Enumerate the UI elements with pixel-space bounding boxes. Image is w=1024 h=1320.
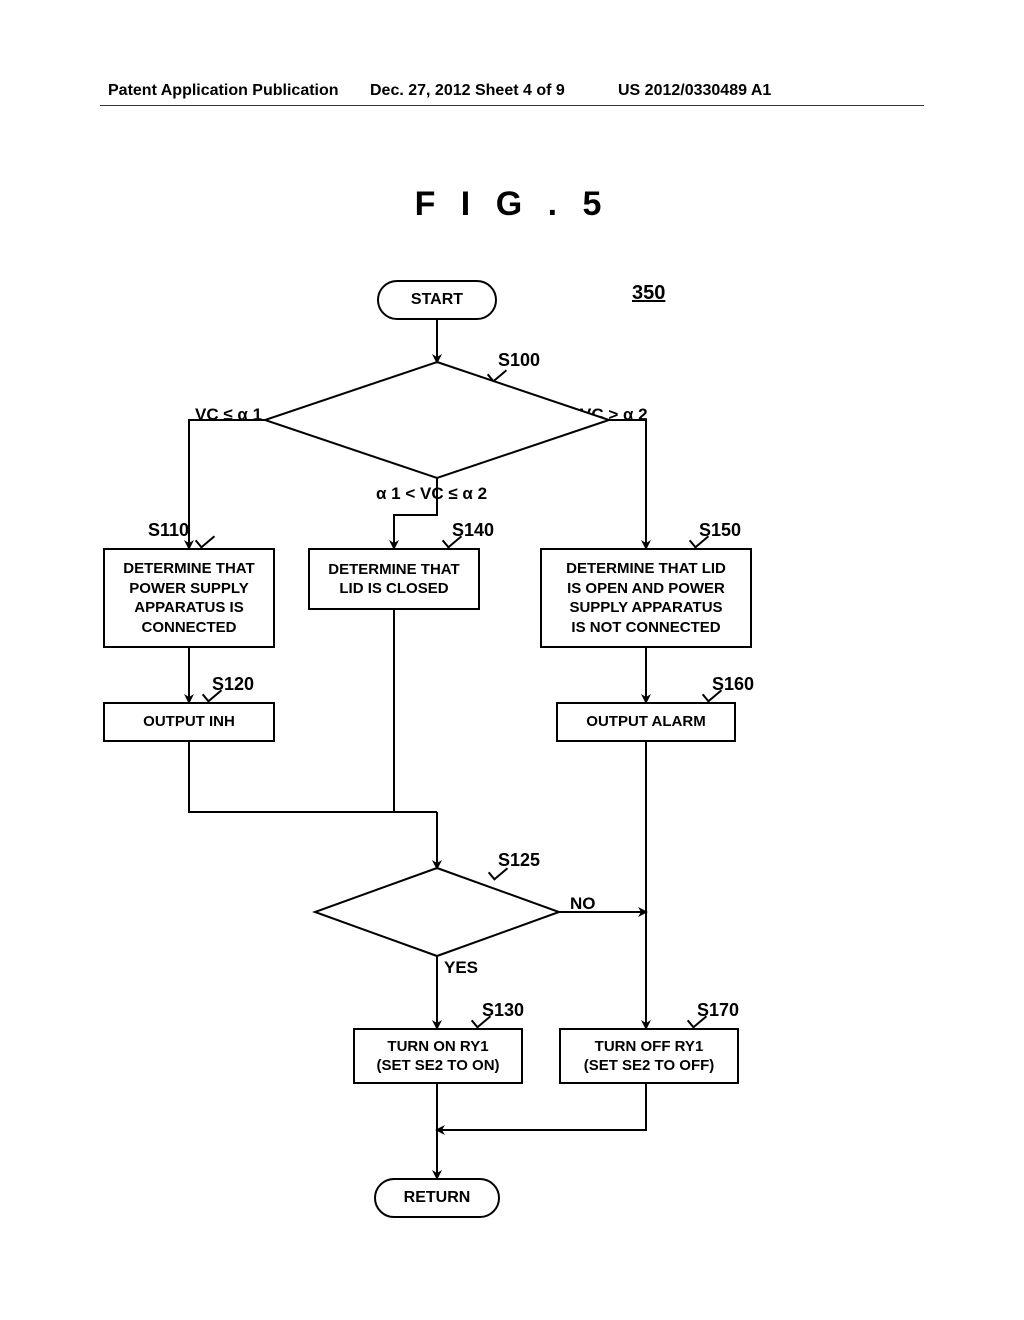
s120-box: OUTPUT INH xyxy=(103,702,275,742)
tick-s110 xyxy=(195,529,215,548)
s150-inner: DETERMINE THAT LID IS OPEN AND POWER SUP… xyxy=(566,559,726,637)
s110-inner: DETERMINE THAT POWER SUPPLY APPARATUS IS… xyxy=(123,559,254,637)
start-terminator: START xyxy=(377,280,497,320)
pub-center: Dec. 27, 2012 Sheet 4 of 9 xyxy=(370,82,565,100)
s160-box: OUTPUT ALARM xyxy=(556,702,736,742)
return-label: RETURN xyxy=(404,1189,471,1207)
figure-title: F I G . 5 xyxy=(0,185,1024,224)
label-yes: YES xyxy=(444,958,478,978)
s125-inner: START CHARGING? xyxy=(392,895,483,932)
s100-text: PERFORM DETERMINATION BASED ON VC xyxy=(303,388,571,447)
s160-inner: OUTPUT ALARM xyxy=(586,712,705,732)
s170-box: TURN OFF RY1 (SET SE2 TO OFF) xyxy=(559,1028,739,1084)
s130-inner: TURN ON RY1 (SET SE2 TO ON) xyxy=(376,1037,499,1076)
s140-inner: DETERMINE THAT LID IS CLOSED xyxy=(328,560,459,599)
s150-box: DETERMINE THAT LID IS OPEN AND POWER SUP… xyxy=(540,548,752,648)
label-no: NO xyxy=(570,894,596,914)
s140-box: DETERMINE THAT LID IS CLOSED xyxy=(308,548,480,610)
s120-inner: OUTPUT INH xyxy=(143,712,235,732)
start-label: START xyxy=(411,291,463,309)
label-s110: S110 xyxy=(148,520,189,541)
s130-box: TURN ON RY1 (SET SE2 TO ON) xyxy=(353,1028,523,1084)
header-rule xyxy=(100,105,924,106)
pub-right: US 2012/0330489 A1 xyxy=(618,82,771,100)
s100-inner: PERFORM DETERMINATION BASED ON VC xyxy=(347,389,528,445)
s110-box: DETERMINE THAT POWER SUPPLY APPARATUS IS… xyxy=(103,548,275,648)
s125-text: START CHARGING? xyxy=(352,894,522,933)
label-vc-le-a1: VC ≤ α 1 xyxy=(195,405,262,425)
label-a1-vc-a2: α 1 < VC ≤ α 2 xyxy=(376,484,487,504)
label-vc-gt-a2: VC > α 2 xyxy=(580,405,648,425)
s170-inner: TURN OFF RY1 (SET SE2 TO OFF) xyxy=(584,1037,715,1076)
pub-left: Patent Application Publication xyxy=(108,82,339,100)
figure-ref: 350 xyxy=(632,282,665,305)
return-terminator: RETURN xyxy=(374,1178,500,1218)
